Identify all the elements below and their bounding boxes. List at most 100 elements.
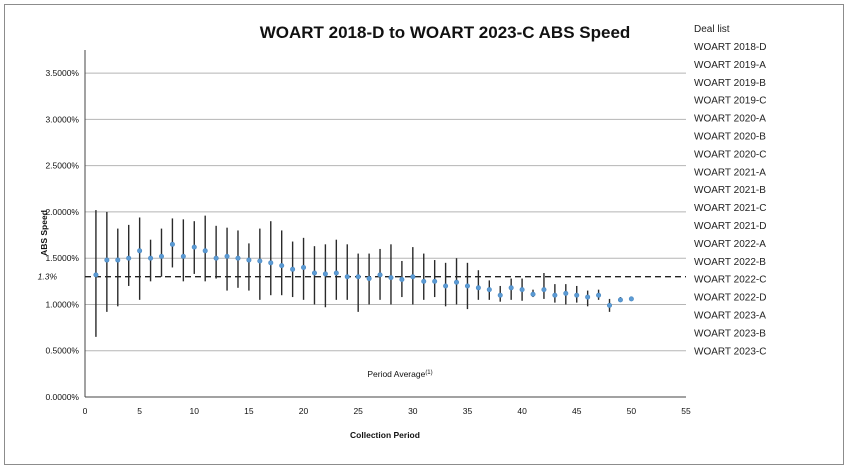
y-tick-label: 0.0000%	[45, 392, 79, 402]
period-average-note: Period Average(1)	[367, 369, 432, 379]
period-average-point	[115, 257, 121, 263]
legend-item: WOART 2019-C	[694, 96, 766, 107]
y-tick-label: 1.0000%	[45, 299, 79, 309]
period-average-point	[202, 248, 208, 254]
y-tick-label: 0.5000%	[45, 346, 79, 356]
period-average-point	[596, 292, 602, 298]
period-average-point	[355, 274, 361, 280]
legend-item: WOART 2022-A	[694, 239, 766, 250]
period-average-point	[541, 287, 547, 293]
period-average-point	[617, 297, 623, 303]
y-tick-label: 2.5000%	[45, 161, 79, 171]
period-average-point	[158, 253, 164, 259]
y-tick-label: 1.5000%	[45, 253, 79, 263]
period-average-point	[377, 272, 383, 278]
reference-line-group: 1.3%	[38, 272, 686, 282]
period-average-point	[246, 257, 252, 263]
period-average-point	[191, 244, 197, 250]
x-tick-label: 40	[517, 406, 527, 416]
period-average-point	[344, 274, 350, 280]
x-tick-label: 0	[83, 406, 88, 416]
x-tick-label: 45	[572, 406, 582, 416]
legend-item: WOART 2021-D	[694, 221, 766, 232]
period-average-point	[574, 292, 580, 298]
period-average-point	[464, 283, 470, 289]
period-average-point	[563, 290, 569, 296]
period-average-point	[213, 255, 219, 261]
legend-item: WOART 2020-C	[694, 149, 766, 160]
period-average-point	[497, 292, 503, 298]
x-axis-label: Collection Period	[350, 430, 420, 440]
period-average-point	[607, 302, 613, 308]
period-average-point	[279, 263, 285, 269]
period-average-footnote: (1)	[425, 370, 432, 376]
period-average-point	[399, 276, 405, 282]
period-average-point	[530, 291, 536, 297]
period-average-point	[311, 270, 317, 276]
series-period-ranges	[93, 210, 634, 337]
period-average-point	[290, 266, 296, 272]
legend-item: WOART 2019-B	[694, 78, 766, 89]
period-average-point	[93, 272, 99, 278]
period-average-point	[257, 258, 263, 264]
period-average-point	[443, 283, 449, 289]
period-average-point	[235, 255, 241, 261]
legend-item: WOART 2023-A	[694, 311, 766, 322]
legend-item: WOART 2021-A	[694, 167, 766, 178]
legend-item: WOART 2022-D	[694, 293, 766, 304]
y-tick-label: 3.0000%	[45, 114, 79, 124]
y-axis-label: ABS Speed	[39, 210, 49, 256]
period-average-point	[519, 287, 525, 293]
period-average-point	[475, 285, 481, 291]
period-average-point	[169, 241, 175, 247]
y-tick-label: 2.0000%	[45, 207, 79, 217]
x-tick-label: 5	[137, 406, 142, 416]
legend-item: WOART 2018-D	[694, 42, 766, 53]
legend-item: WOART 2022-C	[694, 275, 766, 286]
x-tick-label: 55	[681, 406, 691, 416]
reference-line-label: 1.3%	[38, 272, 58, 282]
period-average-point	[552, 292, 558, 298]
legend-item: WOART 2020-B	[694, 132, 766, 143]
period-average-point	[104, 257, 110, 263]
period-average-point	[180, 253, 186, 259]
period-average-point	[148, 255, 154, 261]
period-average-point	[322, 271, 328, 277]
period-average-point	[486, 287, 492, 293]
legend-item: WOART 2019-A	[694, 60, 766, 71]
period-average-point	[432, 278, 438, 284]
period-average-point	[126, 255, 132, 261]
period-average-point	[301, 264, 307, 270]
legend-title: Deal list	[694, 24, 730, 35]
legend-item: WOART 2021-B	[694, 185, 766, 196]
x-tick-label: 15	[244, 406, 254, 416]
legend-item: WOART 2023-C	[694, 346, 766, 357]
period-average-point	[628, 296, 634, 302]
period-average-point	[410, 274, 416, 280]
x-tick-label: 25	[353, 406, 363, 416]
period-average-point	[454, 279, 460, 285]
period-average-point	[508, 285, 514, 291]
x-tick-label: 10	[190, 406, 200, 416]
period-average-point	[421, 278, 427, 284]
chart-title: WOART 2018-D to WOART 2023-C ABS Speed	[260, 23, 631, 42]
x-tick-label: 30	[408, 406, 418, 416]
period-average-label: Period Average	[367, 369, 425, 379]
legend-item: WOART 2021-C	[694, 203, 766, 214]
x-tick-labels: 0 5 10 15 20 25 30 35 40 45 50 55	[83, 406, 691, 416]
legend-item: WOART 2023-B	[694, 328, 766, 339]
period-average-point	[366, 276, 372, 282]
gridlines	[84, 50, 686, 398]
y-tick-label: 3.5000%	[45, 68, 79, 78]
period-average-point	[268, 260, 274, 266]
y-tick-labels: 0.0000% 0.5000% 1.0000% 1.5000% 2.0000% 2.500…	[45, 68, 79, 402]
legend-item: WOART 2022-B	[694, 257, 766, 268]
x-tick-label: 20	[299, 406, 309, 416]
period-average-point	[585, 294, 591, 300]
chart-frame	[4, 4, 844, 465]
legend-item: WOART 2020-A	[694, 114, 766, 125]
period-average-point	[224, 253, 230, 259]
x-tick-label: 35	[463, 406, 473, 416]
period-average-point	[333, 270, 339, 276]
